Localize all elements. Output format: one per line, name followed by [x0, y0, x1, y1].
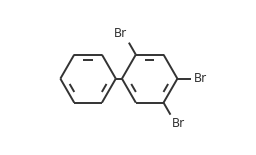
Text: Br: Br: [172, 117, 185, 130]
Text: Br: Br: [114, 27, 127, 40]
Text: Br: Br: [194, 72, 207, 85]
